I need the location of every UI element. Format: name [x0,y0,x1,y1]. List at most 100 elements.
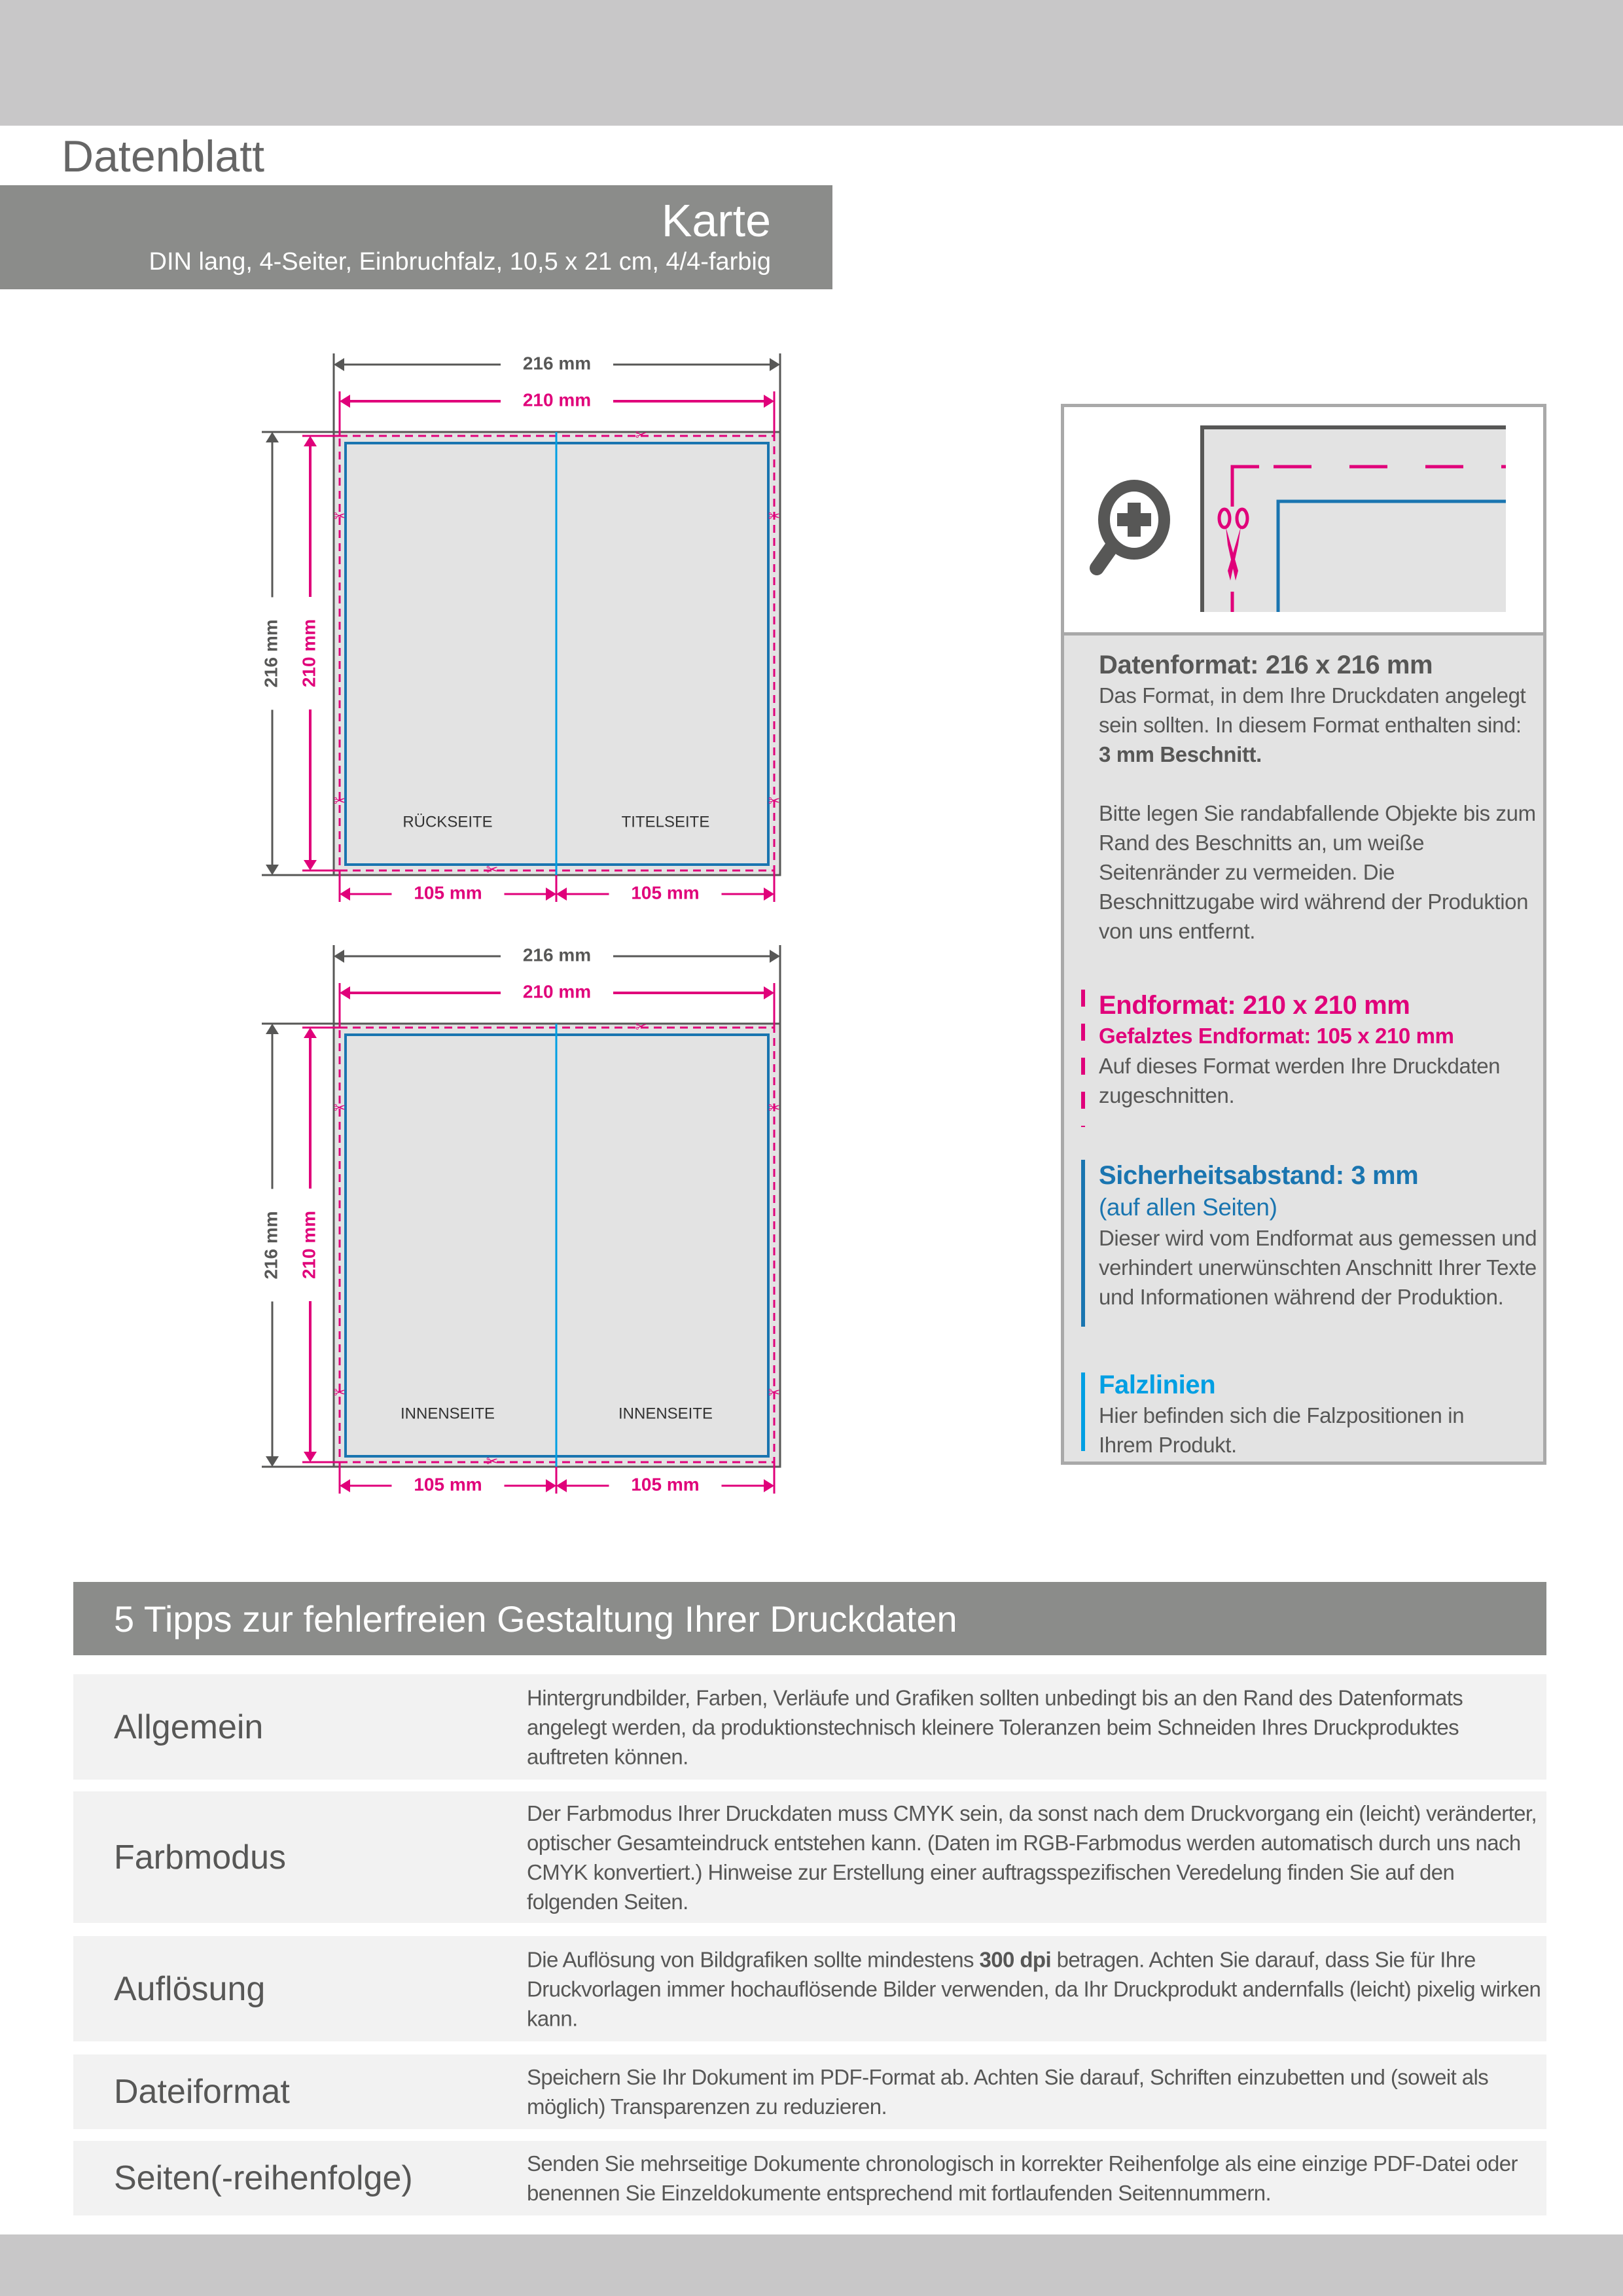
outer-height-dimension-label: 216 mm [260,1211,281,1279]
arrowhead-icon [546,888,556,901]
arrowhead-icon [764,888,774,901]
trim-height-dimension-label: 210 mm [298,619,319,687]
datenformat-note: Bitte legen Sie randabfallende Objekte b… [1099,801,1536,943]
tip-row: Dateiformat Speichern Sie Ihr Dokument i… [73,2054,1546,2129]
arrowhead-icon [334,358,344,371]
tip-text: Hintergrundbilder, Farben, Verläufe und … [527,1685,1463,1768]
tips-heading: 5 Tipps zur fehlerfreien Gestaltung Ihre… [114,1598,957,1640]
tip-text: Senden Sie mehrseitige Dokumente chronol… [527,2151,1518,2205]
endformat-text: Auf dieses Format werden Ihre Druckdaten… [1099,1054,1501,1107]
sicherheit-text: Dieser wird vom Endformat aus gemessen u… [1099,1226,1537,1309]
tip-text: Speichern Sie Ihr Dokument im PDF-Format… [527,2065,1489,2119]
legend-panel: Datenformat: 216 x 216 mm Das Format, in… [1061,404,1546,1465]
trim-width-dimension-label: 210 mm [523,389,591,410]
trim-width-dimension-label: 210 mm [523,981,591,1001]
right-panel-label: INNENSEITE [618,1405,713,1422]
arrowhead-icon [266,1456,279,1467]
bleed-area-sample [1200,425,1506,612]
product-title: Karte [661,195,771,246]
tip-label: Farbmodus [114,1838,286,1876]
scissors-icon: ✂ [768,1384,780,1401]
outer-height-dimension-label: 216 mm [260,619,281,687]
tip-label: Seiten(-reihenfolge) [114,2159,413,2197]
arrowhead-icon [556,1479,567,1492]
tip-text: Der Farbmodus Ihrer Druckdaten muss CMYK… [527,1801,1537,1914]
arrowhead-icon [304,436,317,446]
format-diagrams: ✂ ✂ ✂ ✂ ✂ ✂ 216 mm 210 mm 216 mm 210 mm 105 mm 105 … [260,353,781,1494]
right-panel-width-dimension-label: 105 mm [631,882,699,903]
datenformat-title: Datenformat: 216 x 216 mm [1099,651,1433,679]
right-panel-width-dimension-label: 105 mm [631,1474,699,1494]
scissors-icon: ✂ [334,1100,346,1116]
arrowhead-icon [340,986,350,999]
product-subtitle: DIN lang, 4-Seiter, Einbruchfalz, 10,5 x… [149,248,771,276]
outer-width-dimension-label: 216 mm [523,353,591,373]
legend-illustration [1064,407,1543,636]
tip-label: Allgemein [114,1708,264,1746]
scissors-icon: ✂ [768,793,780,809]
fold-line-marker [1081,1372,1085,1451]
tip-row: Seiten(-reihenfolge) Senden Sie mehrseit… [73,2141,1546,2215]
arrowhead-icon [266,865,279,875]
top-band [0,0,1623,126]
trim-line-marker [1081,990,1085,1127]
scissors-icon: ✂ [334,508,346,524]
tip-row: Farbmodus Der Farbmodus Ihrer Druckdaten… [73,1791,1546,1923]
arrowhead-icon [340,1479,350,1492]
safety-line-marker [1081,1160,1085,1327]
arrowhead-icon [304,1452,317,1462]
tip-text-part: Die Auflösung von Bildgrafiken sollte mi… [527,1947,980,1971]
endformat-subtitle: Gefalztes Endformat: 105 x 210 mm [1099,1024,1454,1048]
bottom-band [0,2234,1623,2296]
format-diagram: ✂ ✂ ✂ ✂ ✂ ✂ 216 mm 210 mm 216 mm 210 mm 105 mm 105 … [260,944,781,1494]
arrowhead-icon [340,395,350,408]
arrowhead-icon [770,950,780,963]
arrowhead-icon [340,888,350,901]
tip-label: Auflösung [114,1969,266,2008]
left-panel-label: INNENSEITE [401,1405,495,1422]
left-panel-width-dimension-label: 105 mm [414,882,482,903]
arrowhead-icon [334,950,344,963]
tip-label: Dateiformat [114,2073,290,2111]
scissors-icon: ✂ [334,793,346,809]
datenformat-text: Das Format, in dem Ihre Druckdaten angel… [1099,681,1537,769]
product-header: Karte DIN lang, 4-Seiter, Einbruchfalz, … [0,185,832,289]
scissors-icon: ✂ [334,1384,346,1401]
datenformat-text-part: Das Format, in dem Ihre Druckdaten angel… [1099,683,1526,737]
arrowhead-icon [764,1479,774,1492]
scissors-icon [1217,507,1249,581]
arrowhead-icon [304,860,317,870]
arrowhead-icon [546,1479,556,1492]
arrowhead-icon [556,888,567,901]
tip-text-part: betragen. Achten Sie darauf, dass Sie fü… [527,1947,1541,2030]
scissors-icon: ✂ [486,861,498,878]
scissors-icon: ✂ [635,427,647,443]
left-panel-width-dimension-label: 105 mm [414,1474,482,1494]
arrowhead-icon [266,1024,279,1034]
arrowhead-icon [266,432,279,442]
trim-height-dimension-label: 210 mm [298,1211,319,1279]
zoom-in-icon [1090,480,1170,575]
sheet-label: Datenblatt [62,132,264,181]
format-diagram: ✂ ✂ ✂ ✂ ✂ ✂ 216 mm 210 mm 216 mm 210 mm 105 mm 105 … [260,353,781,903]
falz-title: Falzlinien [1099,1371,1216,1399]
tip-text: Die Auflösung von Bildgrafiken sollte mi… [527,1945,1541,2033]
right-panel-label: TITELSEITE [622,813,710,831]
tip-text-bold: 300 dpi [979,1947,1052,1971]
endformat-title: Endformat: 210 x 210 mm [1099,991,1410,1020]
sicherheit-title: Sicherheitsabstand: 3 mm [1099,1161,1419,1190]
scissors-icon: ✂ [486,1453,498,1469]
scissors-icon: ✂ [768,508,780,524]
arrowhead-icon [304,1028,317,1038]
scissors-icon: ✂ [768,1100,780,1116]
arrowhead-icon [764,395,774,408]
scissors-icon: ✂ [635,1018,647,1035]
falz-text: Hier befinden sich die Falzpositionen in… [1099,1403,1465,1457]
arrowhead-icon [770,358,780,371]
arrowhead-icon [764,986,774,999]
sheet-tab: Datenblatt [0,126,326,185]
tip-row: Auflösung Die Auflösung von Bildgrafiken… [73,1936,1546,2041]
left-panel-label: RÜCKSEITE [402,813,492,831]
sicherheit-subtitle: (auf allen Seiten) [1099,1194,1277,1221]
datenformat-bleed-bold: 3 mm Beschnitt. [1099,742,1262,766]
